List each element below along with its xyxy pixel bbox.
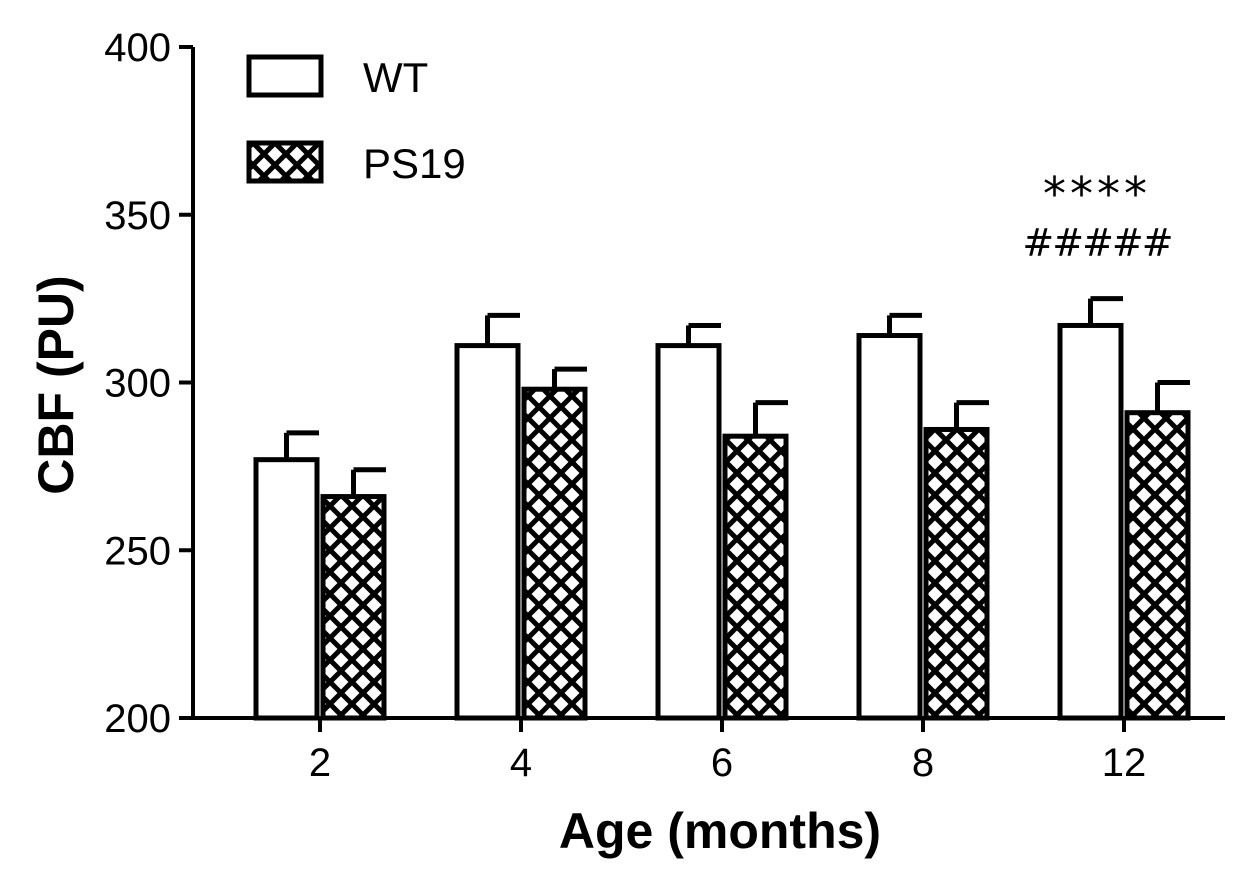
x-tick-label-12: 12 [1102,741,1147,785]
legend: WT PS19 [246,54,466,187]
bar-ps19-2 [320,494,387,721]
y-tick-label-400: 400 [104,26,171,70]
bar-ps19-12 [1124,410,1191,721]
x-tick-label-8: 8 [912,741,934,785]
x-tick-label-2: 2 [309,741,331,785]
bar-wt-4 [454,343,521,721]
bar-ps19-4 [521,386,588,721]
bar-wt-12 [1057,322,1124,721]
annotation-hashes: ##### [1022,221,1171,265]
y-tick-label-350: 350 [104,194,171,238]
x-axis-title: Age (months) [559,803,881,859]
x-tick-label-4: 4 [510,741,532,785]
bars-layer [253,296,1191,721]
legend-label-ps19: PS19 [363,140,466,187]
x-tick-label-6: 6 [711,741,733,785]
bar-ps19-8 [923,426,990,721]
axes-layer: 200 250 300 350 400 2 4 6 8 12 [104,26,1225,785]
y-tick-label-300: 300 [104,362,171,406]
bar-ps19-6 [722,433,789,721]
y-axis-title: CBF (PU) [28,275,84,494]
y-tick-label-200: 200 [104,697,171,741]
legend-label-wt: WT [363,54,428,101]
legend-swatch-wt [246,54,324,98]
y-tick-label-250: 250 [104,529,171,573]
bar-wt-2 [253,457,320,721]
bar-wt-6 [655,343,722,721]
annotation-stars: **** [1043,167,1151,221]
legend-swatch-ps19 [246,140,324,184]
bar-wt-8 [856,333,923,721]
